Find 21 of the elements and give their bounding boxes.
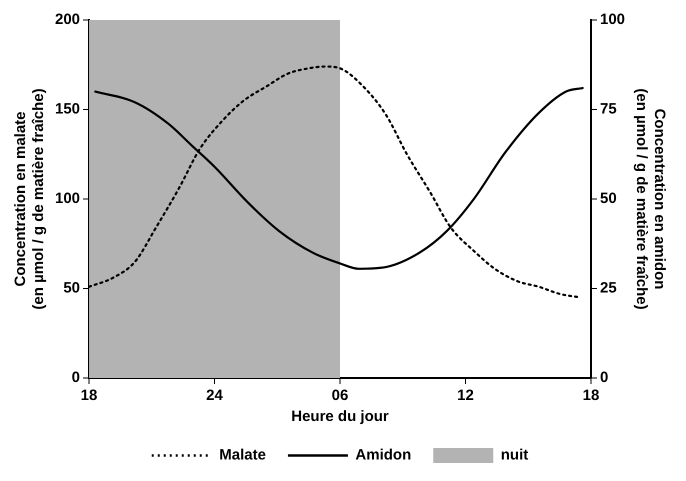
x-tick-label: 24 (206, 387, 224, 404)
legend-label: Malate (219, 446, 266, 464)
y2-axis-title: Concentration en amidon (en µmol / g de matière fraîche) (632, 88, 668, 310)
x-tick-label: 18 (582, 387, 600, 404)
y-tick-label: 150 (54, 100, 80, 118)
x-tick-label: 12 (457, 387, 474, 404)
y-tick-label: 0 (72, 369, 80, 386)
y-tick-label: 200 (54, 11, 80, 28)
legend-label: Amidon (355, 446, 412, 464)
y2-tick-label: 50 (600, 190, 617, 208)
y2-tick-label: 0 (600, 369, 608, 386)
x-tick-label: 18 (80, 387, 98, 404)
y2-tick-label: 25 (600, 280, 617, 297)
y-axis-title: Concentration en malate (en µmol / g de matière fraîche) (12, 88, 48, 310)
x-tick-label: 06 (332, 387, 348, 404)
y2-tick-label: 100 (600, 11, 626, 28)
legend-label: nuit (500, 446, 528, 464)
y2-tick-label: 75 (600, 100, 617, 118)
x-axis-title: Heure du jour (291, 408, 389, 426)
y-tick-label: 100 (54, 190, 80, 208)
y-tick-label: 50 (63, 280, 80, 297)
